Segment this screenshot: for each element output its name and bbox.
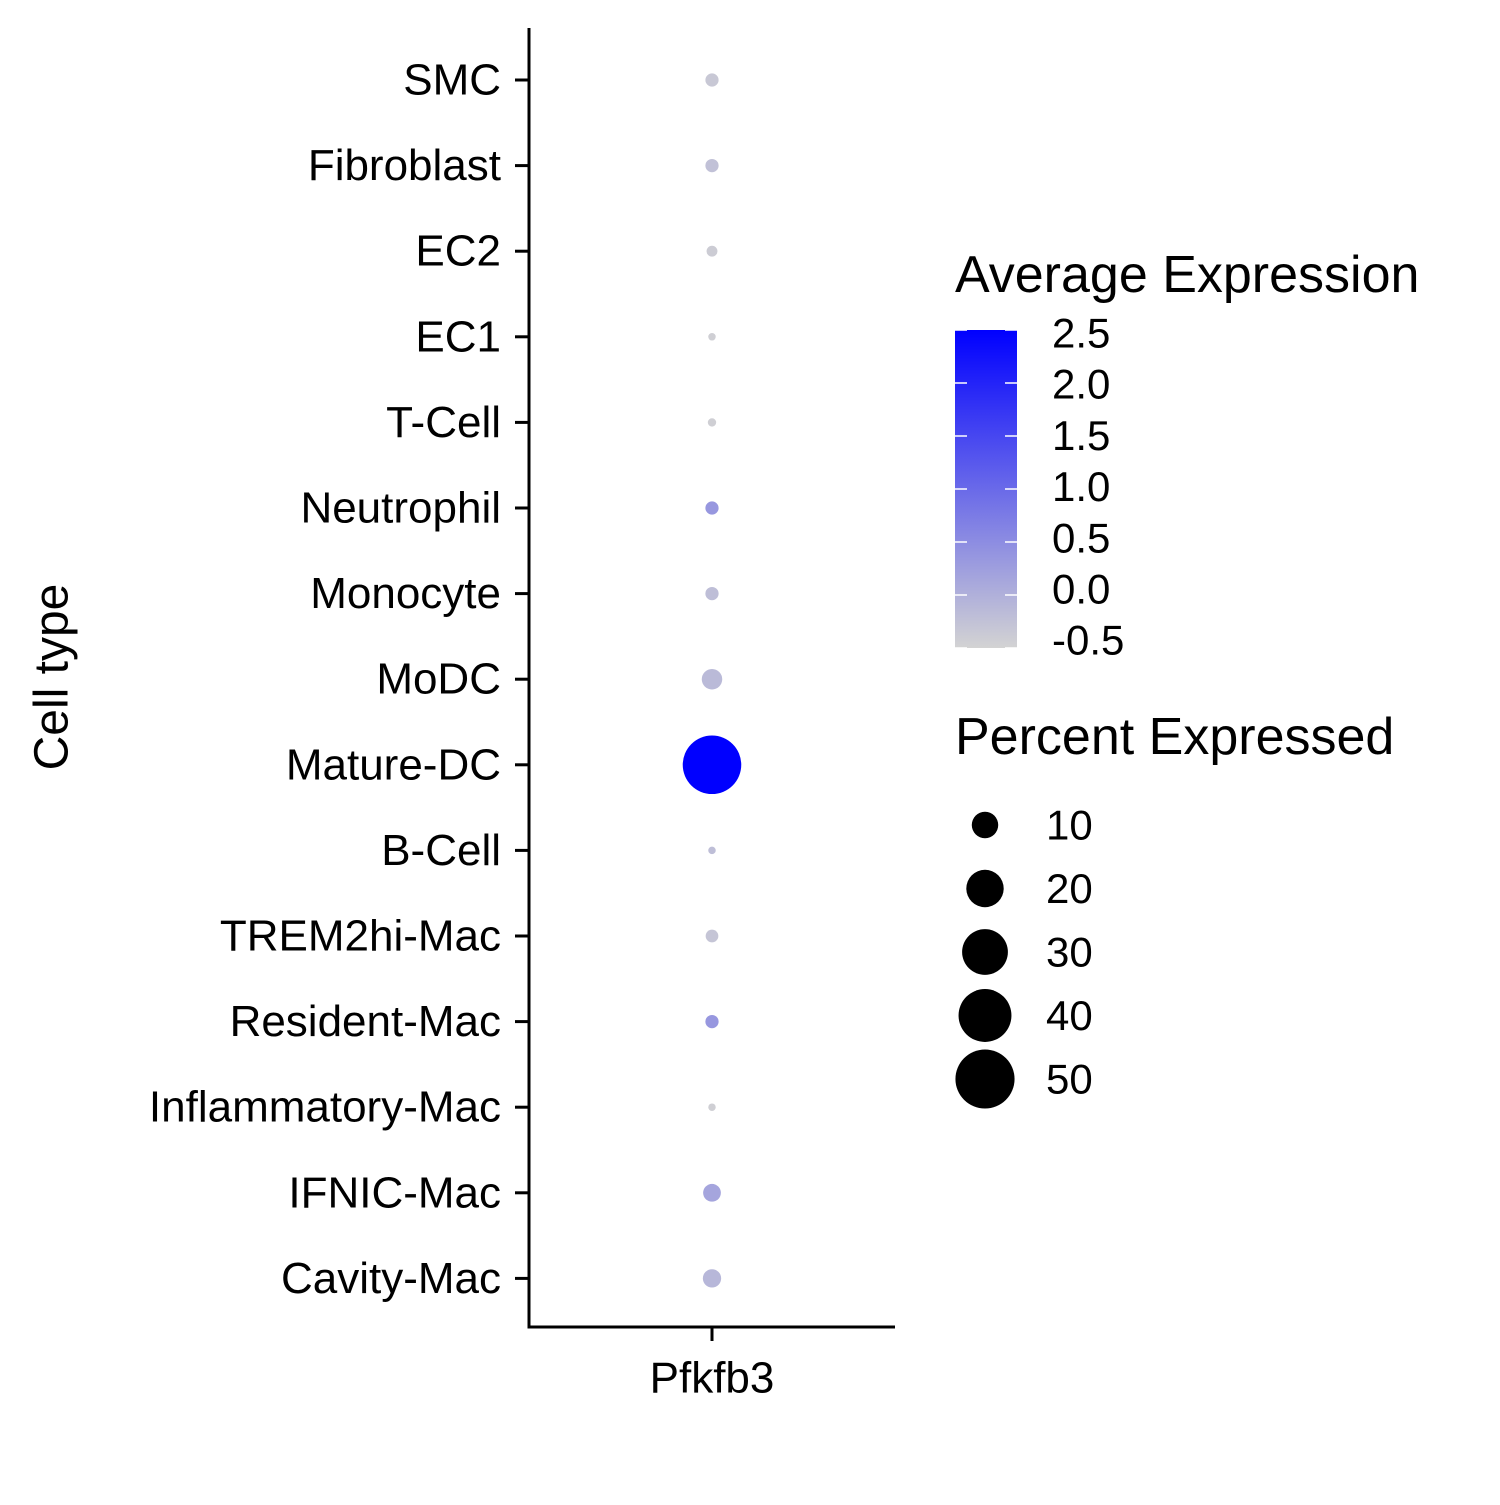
plot-area <box>682 73 742 1288</box>
y-tick-label-inflammatory-mac: Inflammatory-Mac <box>149 1083 501 1132</box>
dot-ec2-pfkfb3 <box>706 245 718 257</box>
dot-ec1-pfkfb3 <box>708 333 716 341</box>
color-legend-label: 2.0 <box>1052 361 1110 408</box>
y-tick-label-cavity-mac: Cavity-Mac <box>281 1254 501 1303</box>
size-legend-key-20 <box>966 869 1004 908</box>
size-legend-label: 20 <box>1046 865 1093 912</box>
size-legend-key-40 <box>958 989 1012 1042</box>
color-legend-label: 0.5 <box>1052 514 1110 561</box>
dot-cavity-mac-pfkfb3 <box>702 1269 722 1288</box>
size-legend-label: 50 <box>1046 1056 1093 1103</box>
size-legend-label: 30 <box>1046 929 1093 976</box>
color-legend-label: 0.0 <box>1052 566 1110 613</box>
size-legend-label: 10 <box>1046 802 1093 849</box>
dot-fibroblast-pfkfb3 <box>705 158 719 173</box>
y-tick-label-trem2hi-mac: TREM2hi-Mac <box>220 912 501 961</box>
x-tick-label-pfkfb3: Pfkfb3 <box>650 1354 775 1403</box>
y-tick-label-monocyte: Monocyte <box>310 569 501 618</box>
axes: SMC Fibroblast EC2 EC1 T-Cell Neutrophil Monoc… <box>26 28 895 1403</box>
y-axis-title: Cell type <box>26 584 79 771</box>
dot-trem2hi-mac-pfkfb3 <box>705 929 719 943</box>
y-tick-label-resident-mac: Resident-Mac <box>230 997 501 1046</box>
y-tick-label-modc: MoDC <box>376 655 501 704</box>
dot-mature-dc-pfkfb3 <box>682 735 742 795</box>
size-legend-key-30 <box>962 929 1008 975</box>
y-tick-label-mature-dc: Mature-DC <box>286 740 501 789</box>
color-legend-label: 1.0 <box>1052 463 1110 510</box>
y-tick-label-fibroblast: Fibroblast <box>308 141 501 190</box>
dot-inflammatory-mac-pfkfb3 <box>708 1103 716 1111</box>
color-legend-title: Average Expression <box>955 246 1419 304</box>
size-legend-title: Percent Expressed <box>955 708 1394 766</box>
y-tick-label-ifnic-mac: IFNIC-Mac <box>288 1168 501 1217</box>
y-tick-label-smc: SMC <box>403 56 501 105</box>
y-tick-label-neutrophil: Neutrophil <box>300 484 501 533</box>
dot-resident-mac-pfkfb3 <box>705 1014 719 1029</box>
color-legend-label: 1.5 <box>1052 412 1110 459</box>
size-legend-label: 40 <box>1046 992 1093 1039</box>
dot-neutrophil-pfkfb3 <box>705 501 719 515</box>
size-legend-key-50 <box>955 1049 1015 1109</box>
legends: Average Expression 2.52.01.51.00.5 0.0-0.5… <box>955 246 1419 1109</box>
y-tick-label-ec1: EC1 <box>415 312 501 361</box>
y-tick-label-ec2: EC2 <box>415 227 501 276</box>
color-legend-label: 2.5 <box>1052 310 1110 357</box>
dot-t-cell-pfkfb3 <box>707 418 717 427</box>
y-tick-label-b-cell: B-Cell <box>381 826 501 875</box>
dot-smc-pfkfb3 <box>705 73 719 87</box>
y-tick-label-t-cell: T-Cell <box>386 398 501 447</box>
dot-monocyte-pfkfb3 <box>705 586 719 601</box>
dot-b-cell-pfkfb3 <box>708 846 716 855</box>
dot-modc-pfkfb3 <box>701 668 723 690</box>
dot-ifnic-mac-pfkfb3 <box>703 1183 721 1202</box>
size-legend-key-10 <box>971 811 999 839</box>
color-legend-label: -0.5 <box>1052 617 1124 664</box>
